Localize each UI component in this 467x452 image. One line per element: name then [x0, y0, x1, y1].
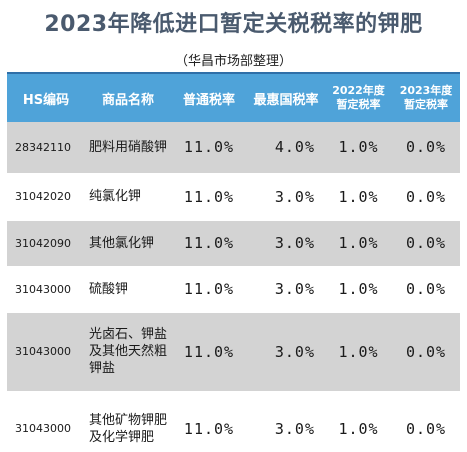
table-row: 31043000 其他矿物钾肥及化学钾肥 11.0% 3.0% 1.0% 0.0… — [7, 391, 460, 452]
source-note: （华昌市场部整理） — [174, 54, 292, 69]
table-row: 31043000 硫酸钾 11.0% 3.0% 1.0% 0.0% — [7, 266, 460, 313]
product-name-cell: 光卤石、钾盐及其他天然粗钾盐 — [85, 312, 171, 392]
header-2023-line1: 2023年度 — [399, 84, 453, 97]
header-product-name: 商品名称 — [85, 72, 171, 122]
rate-2023-cell: 0.0% — [392, 173, 460, 221]
general-rate-cell: 11.0% — [171, 173, 247, 221]
rate-2023-cell: 0.0% — [392, 391, 460, 452]
hs-code-cell: 31042090 — [7, 220, 85, 267]
header-2023-line2: 暂定税率 — [404, 98, 448, 111]
table-row: 31042020 纯氯化钾 11.0% 3.0% 1.0% 0.0% — [7, 173, 460, 221]
table-header-row: HS编码 商品名称 普通税率 最惠国税率 2022年度 暂定税率 2023年度 … — [7, 72, 460, 122]
header-2022-provisional-rate: 2022年度 暂定税率 — [325, 72, 392, 122]
mfn-rate-cell: 3.0% — [247, 312, 325, 392]
table-row: 28342110 肥料用硝酸钾 11.0% 4.0% 1.0% 0.0% — [7, 122, 460, 174]
rate-2023-cell: 0.0% — [392, 122, 460, 174]
product-name-cell: 硫酸钾 — [85, 266, 171, 313]
rate-2022-cell: 1.0% — [325, 312, 392, 392]
mfn-rate-cell: 3.0% — [247, 266, 325, 313]
tariff-table: HS编码 商品名称 普通税率 最惠国税率 2022年度 暂定税率 2023年度 … — [7, 72, 460, 452]
general-rate-cell: 11.0% — [171, 312, 247, 392]
general-rate-cell: 11.0% — [171, 391, 247, 452]
rate-2022-cell: 1.0% — [325, 220, 392, 267]
general-rate-cell: 11.0% — [171, 122, 247, 174]
mfn-rate-cell: 3.0% — [247, 220, 325, 267]
hs-code-cell: 31043000 — [7, 391, 85, 452]
rate-2023-cell: 0.0% — [392, 220, 460, 267]
general-rate-cell: 11.0% — [171, 220, 247, 267]
product-name-cell: 肥料用硝酸钾 — [85, 122, 171, 174]
mfn-rate-cell: 3.0% — [247, 173, 325, 221]
rate-2022-cell: 1.0% — [325, 173, 392, 221]
product-name-cell: 其他矿物钾肥及化学钾肥 — [85, 391, 171, 452]
product-name-cell: 纯氯化钾 — [85, 173, 171, 221]
rate-2023-cell: 0.0% — [392, 312, 460, 392]
rate-2022-cell: 1.0% — [325, 391, 392, 452]
header-general-rate: 普通税率 — [171, 72, 247, 122]
hs-code-cell: 31042020 — [7, 173, 85, 221]
table-row: 31042090 其他氯化钾 11.0% 3.0% 1.0% 0.0% — [7, 220, 460, 267]
hs-code-cell: 28342110 — [7, 122, 85, 174]
header-2022-line2: 暂定税率 — [336, 98, 381, 111]
mfn-rate-cell: 4.0% — [247, 122, 325, 174]
header-hs-code: HS编码 — [7, 72, 85, 122]
table-row: 31043000 光卤石、钾盐及其他天然粗钾盐 11.0% 3.0% 1.0% … — [7, 312, 460, 392]
rate-2023-cell: 0.0% — [392, 266, 460, 313]
rate-2022-cell: 1.0% — [325, 122, 392, 174]
page-title: 2023年降低进口暂定关税税率的钾肥 — [44, 12, 423, 37]
product-name-cell: 其他氯化钾 — [85, 220, 171, 267]
header-2022-line1: 2022年度 — [332, 84, 385, 97]
mfn-rate-cell: 3.0% — [247, 391, 325, 452]
header-mfn-rate: 最惠国税率 — [247, 72, 325, 122]
rate-2022-cell: 1.0% — [325, 266, 392, 313]
header-2023-provisional-rate: 2023年度 暂定税率 — [392, 72, 460, 122]
general-rate-cell: 11.0% — [171, 266, 247, 313]
hs-code-cell: 31043000 — [7, 312, 85, 392]
hs-code-cell: 31043000 — [7, 266, 85, 313]
